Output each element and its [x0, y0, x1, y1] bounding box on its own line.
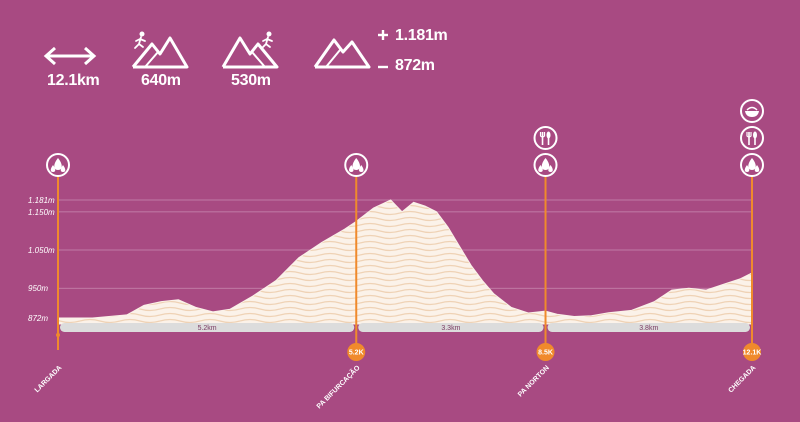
y-tick-label: 1.181m [28, 196, 55, 205]
fork-shape [746, 132, 752, 138]
segment-bar [60, 323, 355, 332]
stop-km-label: 5.2K [349, 350, 364, 357]
minus-icon [378, 65, 388, 69]
drop-shape [60, 165, 66, 172]
water-drops-icon [533, 153, 558, 177]
ascent-value: 640m [141, 72, 181, 89]
service-icon-circle [533, 126, 558, 150]
stop-name-label: PA NORTON [517, 364, 551, 398]
drop-shape [744, 165, 750, 172]
segment-distance-label: 5.2km [198, 325, 217, 332]
mountain-range-icon [313, 38, 371, 69]
drop-shape [348, 165, 354, 172]
stop-km-label: 12.1K [743, 350, 762, 357]
drop-shape [754, 165, 760, 172]
runner-uphill-icon [131, 31, 189, 69]
drop-shape [352, 158, 360, 170]
distance-value: 12.1km [47, 72, 100, 89]
max-altitude-value: 1.181m [395, 27, 448, 44]
y-tick-label: 872m [28, 314, 48, 323]
cutlery-icon [740, 126, 764, 150]
y-tick-label: 1.150m [28, 208, 55, 217]
drop-shape [541, 158, 550, 170]
drop-shape [548, 165, 553, 172]
stop-start-dot [56, 333, 60, 337]
segment-distance-label: 3.3km [441, 325, 460, 332]
bowl-steam-shape [746, 106, 758, 111]
plus-icon [378, 30, 388, 40]
bowl-icon [740, 99, 764, 123]
segment-distance-label: 3.8km [639, 325, 658, 332]
drop-shape [748, 158, 756, 170]
spoon-shape [753, 131, 757, 139]
double-arrow-icon [43, 46, 97, 66]
stop-name-label: PA BIFURCAÇÃO [314, 363, 362, 411]
bowl-shape [745, 111, 759, 117]
drop-shape [54, 158, 62, 170]
drop-shape [358, 165, 364, 172]
runner-downhill-icon [221, 31, 279, 69]
cutlery-icon [533, 126, 558, 150]
stop-name-label: LARGADA [34, 364, 64, 394]
water-drops-icon [46, 153, 70, 177]
stop-km-label: 8.5K [538, 350, 553, 357]
descent-value: 530m [231, 72, 271, 89]
stop-km-badge [347, 343, 366, 361]
stop-km-badge [536, 343, 555, 361]
min-altitude-value: 872m [395, 57, 435, 74]
water-drops-icon [344, 153, 369, 177]
elevation-area [57, 199, 753, 325]
stop-km-badge [743, 343, 761, 361]
drop-shape [50, 165, 56, 172]
spoon-shape [546, 131, 551, 139]
service-icon-circle [740, 126, 764, 150]
stop-name-label: CHEGADA [727, 364, 757, 394]
segment-bar [358, 323, 544, 332]
y-tick-label: 950m [28, 284, 48, 293]
y-tick-label: 1.050m [28, 246, 55, 255]
fork-shape [539, 132, 546, 138]
segment-bar [547, 323, 750, 332]
water-drops-icon [740, 153, 764, 177]
drop-shape [538, 165, 543, 172]
